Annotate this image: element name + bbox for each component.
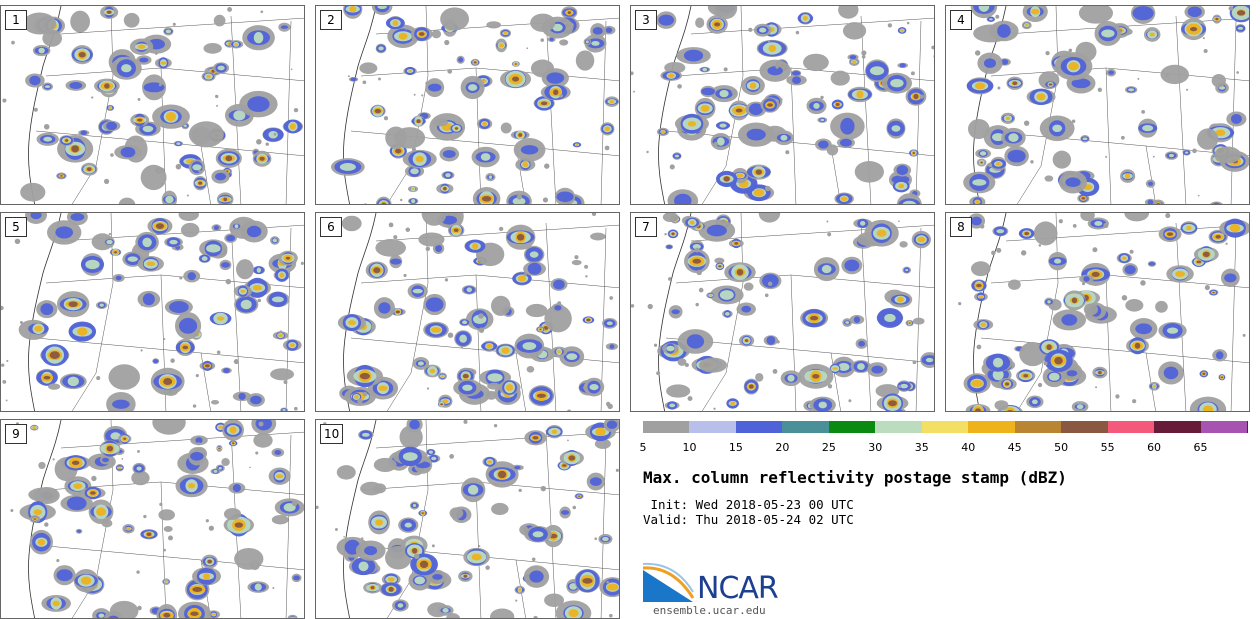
colorbar-swatch [782, 421, 830, 433]
colorbar-tick-label: 10 [682, 441, 697, 454]
colorbar-tick-label: 65 [1193, 441, 1208, 454]
colorbar-swatch [1200, 421, 1248, 433]
panel-number: 7 [635, 217, 657, 237]
colorbar-swatch [643, 421, 691, 433]
panel-number: 6 [320, 217, 342, 237]
plot-title: Max. column reflectivity postage stamp (… [643, 468, 1067, 487]
member-panel-5: 5 [0, 212, 305, 412]
member-panel-9: 9 [0, 419, 305, 619]
colorbar-tick-label: 45 [1007, 441, 1022, 454]
map-radar-9 [10, 420, 304, 618]
panel-number: 8 [950, 217, 972, 237]
panel-number: 2 [320, 10, 342, 30]
member-panel-6: 6 [315, 212, 620, 412]
colorbar-swatch [689, 421, 737, 433]
colorbar-tick-label: 5 [639, 441, 647, 454]
member-panel-2: 2 [315, 5, 620, 205]
colorbar-tick-label: 55 [1100, 441, 1115, 454]
colorbar-swatch [875, 421, 923, 433]
map-radar-5 [1, 213, 304, 411]
colorbar-tick-label: 25 [821, 441, 836, 454]
ncar-logo-text: NCAR [697, 571, 779, 606]
panel-number: 5 [5, 217, 27, 237]
valid-time: Valid: Thu 2018-05-24 02 UTC [643, 512, 854, 527]
reflectivity-colorbar [643, 421, 1248, 433]
member-panel-8: 8 [945, 212, 1250, 412]
colorbar-tick-label: 35 [914, 441, 929, 454]
member-panel-1: 1 [0, 5, 305, 205]
logo-url: ensemble.ucar.edu [653, 604, 766, 617]
map-radar-6 [337, 213, 619, 411]
member-panel-3: 3 [630, 5, 935, 205]
colorbar-swatch [1061, 421, 1109, 433]
colorbar-swatch [1107, 421, 1156, 433]
ncar-logo-icon [643, 562, 695, 602]
colorbar-swatch [921, 421, 970, 433]
colorbar-tick-label: 15 [728, 441, 743, 454]
map-radar-2 [330, 6, 619, 204]
panel-number: 3 [635, 10, 657, 30]
colorbar-tick-label: 60 [1147, 441, 1162, 454]
colorbar-swatch [735, 421, 784, 433]
colorbar-swatch [1154, 421, 1202, 433]
colorbar-tick-label: 40 [961, 441, 976, 454]
init-time: Init: Wed 2018-05-23 00 UTC [643, 497, 854, 512]
colorbar-tick-label: 20 [775, 441, 790, 454]
panel-number: 9 [5, 424, 27, 444]
panel-number: 4 [950, 10, 972, 30]
member-panel-10: 10 [315, 419, 620, 619]
map-radar-7 [631, 213, 934, 411]
map-radar-8 [955, 213, 1249, 411]
colorbar-swatch [828, 421, 877, 433]
colorbar-swatch [1014, 421, 1063, 433]
map-radar-10 [316, 420, 619, 618]
member-panel-7: 7 [630, 212, 935, 412]
map-radar-4 [963, 6, 1249, 204]
colorbar-swatch [968, 421, 1016, 433]
map-radar-1 [2, 6, 304, 204]
colorbar-tick-label: 30 [868, 441, 883, 454]
panel-number: 10 [320, 424, 344, 444]
panel-number: 1 [5, 10, 27, 30]
colorbar-tick-label: 50 [1054, 441, 1069, 454]
member-panel-4: 4 [945, 5, 1250, 205]
map-radar-3 [631, 6, 934, 204]
